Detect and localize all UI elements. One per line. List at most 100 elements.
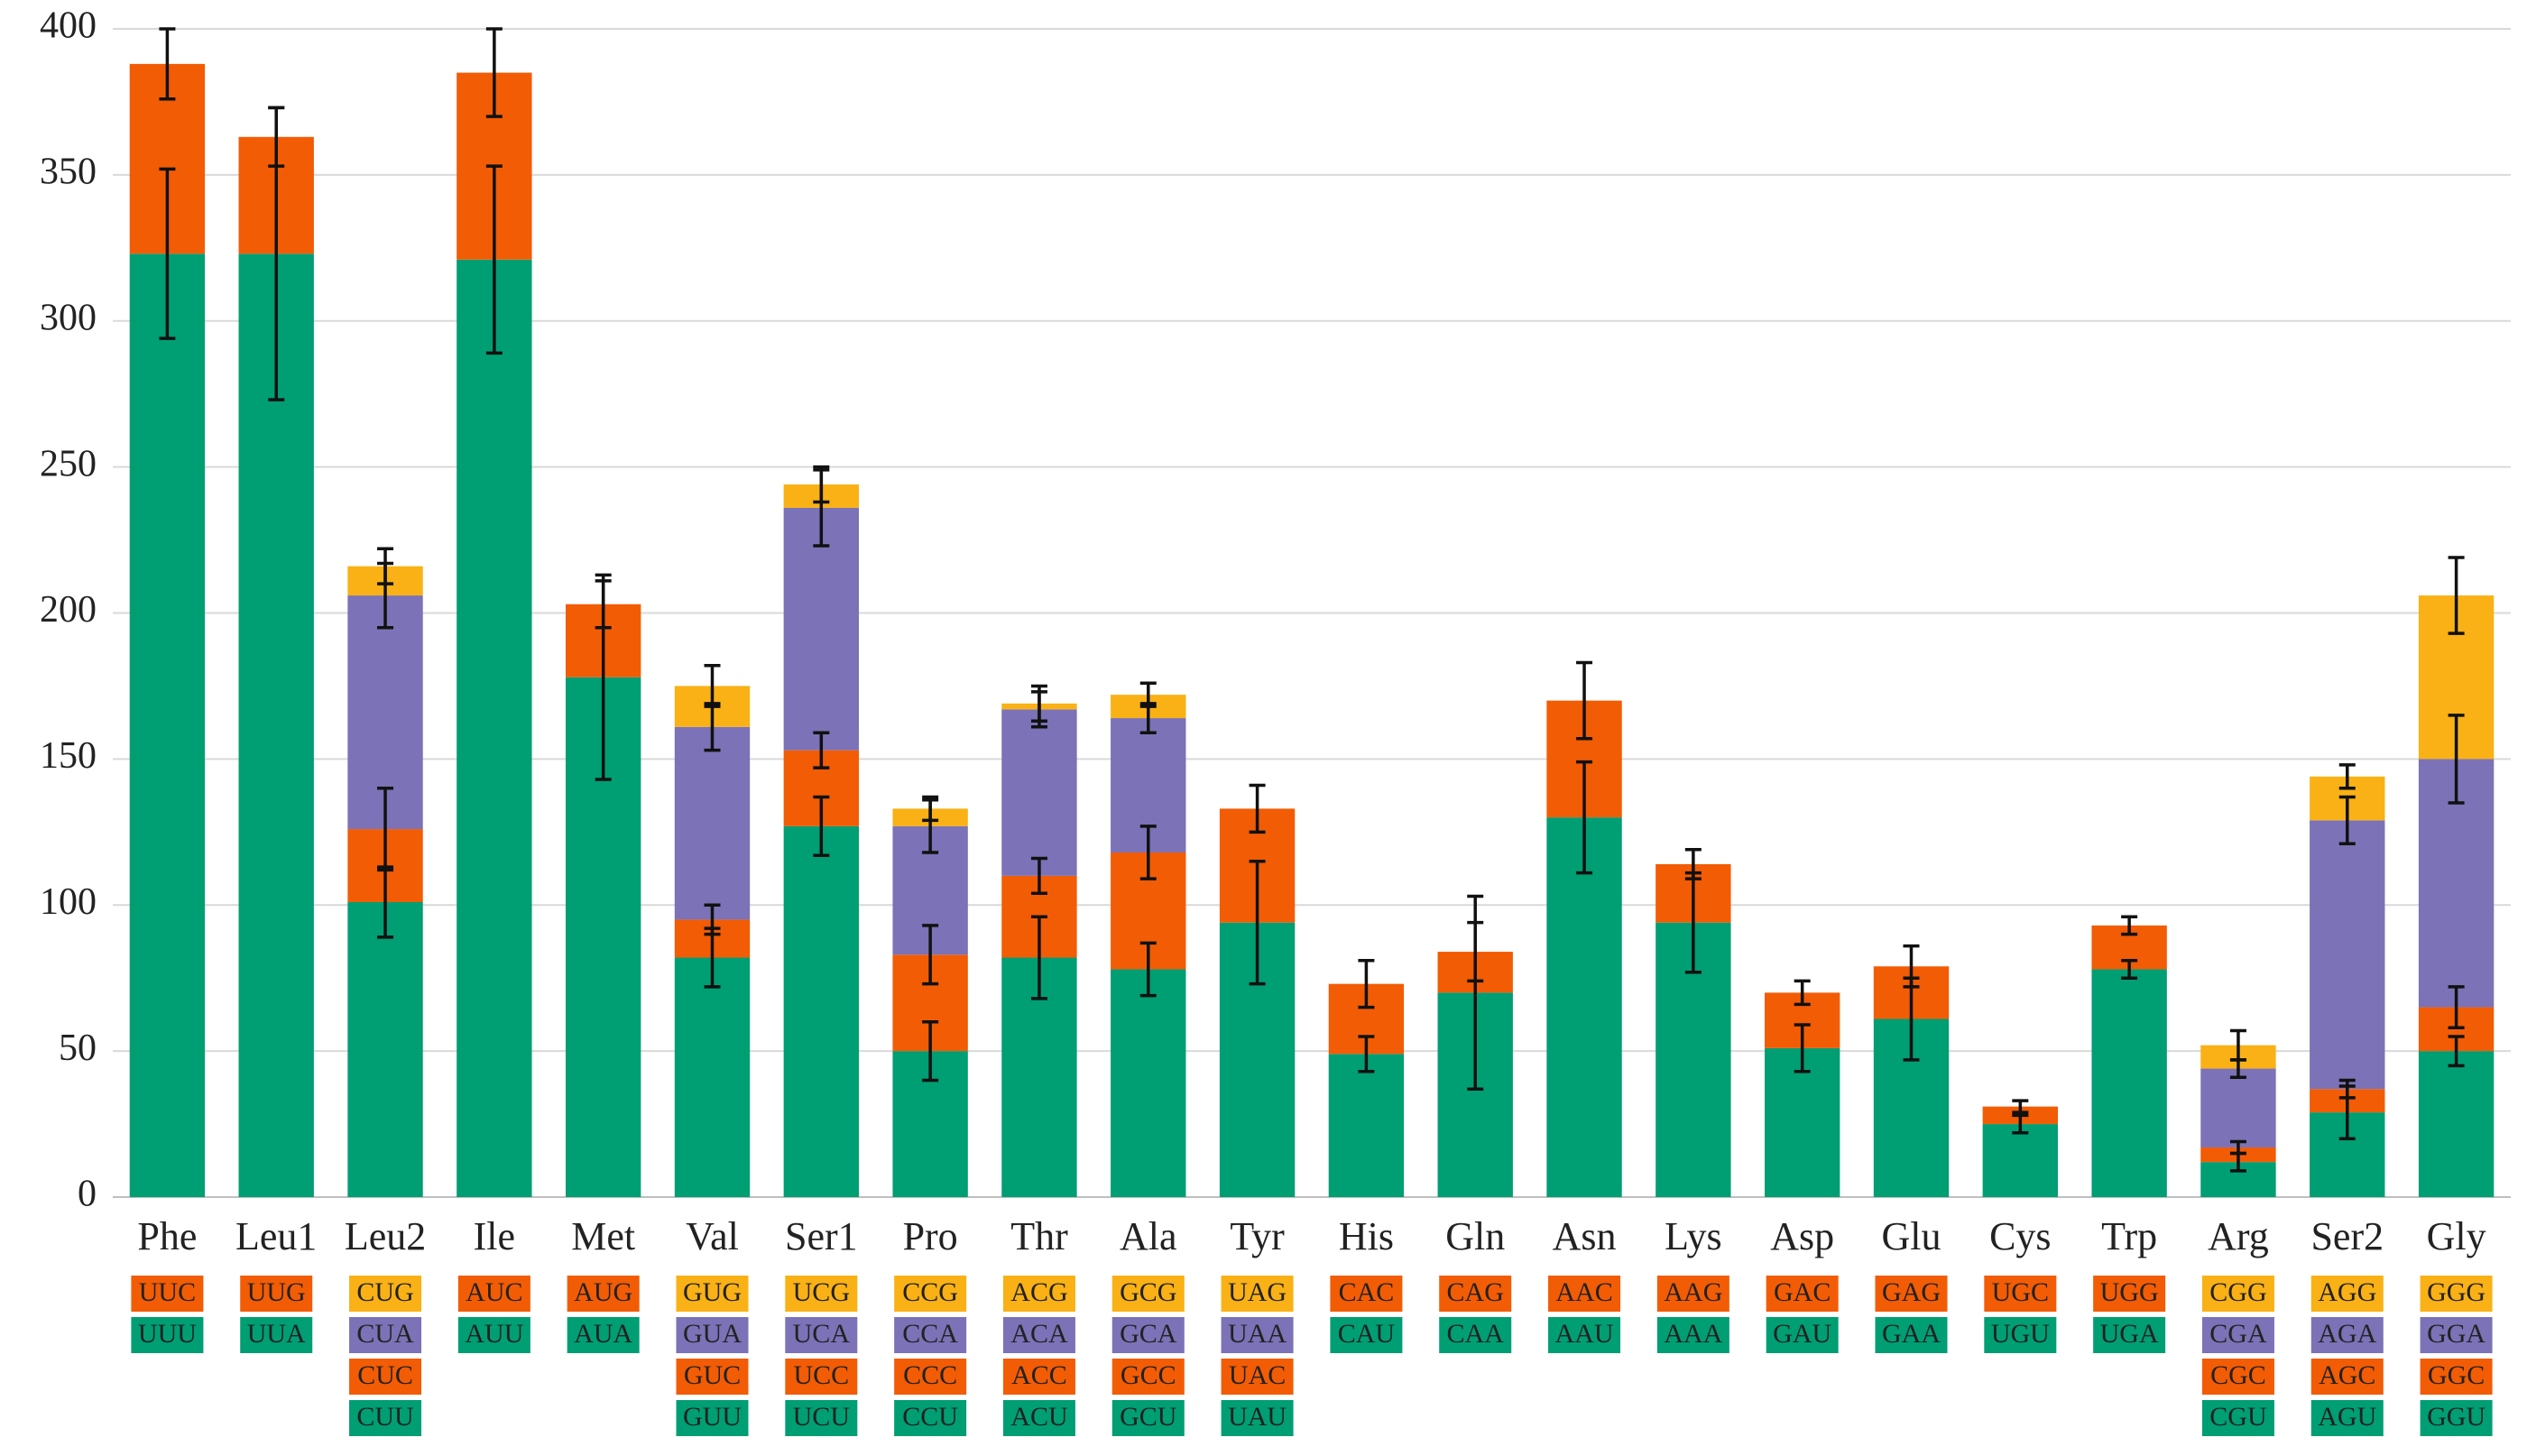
codon-label: CUC <box>357 1360 413 1390</box>
codon-label: UGA <box>2100 1319 2159 1349</box>
error-bar <box>813 731 830 769</box>
codon-box <box>131 1276 204 1312</box>
codon-label: GUU <box>683 1402 742 1432</box>
bar-segment <box>1982 1124 2059 1197</box>
codon-label: CUG <box>356 1277 413 1307</box>
codon-box <box>1439 1317 1512 1353</box>
codon-box <box>1111 1400 1185 1436</box>
bar-segment <box>783 825 860 1197</box>
bar-segment <box>2310 820 2385 1090</box>
x-tick-label: Asn <box>1553 1214 1617 1258</box>
error-bar <box>1030 684 1047 723</box>
codon-label: ACC <box>1011 1360 1067 1390</box>
error-bar <box>2448 985 2465 1029</box>
codon-box <box>676 1317 749 1353</box>
codon-label: CAG <box>1447 1277 1504 1307</box>
bar-segment <box>1111 969 1186 1197</box>
codon-label: CGU <box>2209 1402 2267 1432</box>
error-bar <box>2229 1139 2246 1156</box>
codon-box <box>785 1317 858 1353</box>
x-tick-label: Phe <box>137 1214 197 1258</box>
codon-box <box>457 1276 530 1312</box>
codon-label: GAC <box>1774 1277 1831 1307</box>
error-bar <box>485 27 503 118</box>
x-tick-label: Arg <box>2208 1214 2269 1258</box>
error-bar <box>813 795 830 857</box>
codon-label: ACU <box>1010 1402 1068 1432</box>
error-bar <box>1030 856 1047 896</box>
x-tick-label: Lys <box>1665 1214 1722 1258</box>
codon-box <box>785 1400 858 1436</box>
bar-segment <box>1328 1054 1405 1197</box>
codon-box <box>1002 1317 1075 1353</box>
error-bar <box>1249 859 1266 986</box>
codon-label: GGU <box>2427 1402 2485 1432</box>
codon-box <box>2201 1400 2274 1436</box>
error-bar <box>1684 847 1702 880</box>
error-bar <box>1358 1035 1375 1074</box>
codon-box <box>2093 1276 2166 1312</box>
bar-segment <box>674 957 751 1197</box>
codon-label: UAG <box>1228 1277 1287 1307</box>
error-bar <box>922 795 939 823</box>
error-bar <box>704 903 721 936</box>
codon-label: UUC <box>139 1277 196 1307</box>
codon-box <box>349 1317 422 1353</box>
error-bar <box>2448 1035 2465 1068</box>
codon-box <box>2201 1317 2274 1353</box>
codon-box <box>240 1276 313 1312</box>
codon-box <box>1111 1276 1185 1312</box>
error-bar <box>1794 1023 1811 1074</box>
error-bar <box>2448 714 2465 805</box>
codon-box <box>567 1276 640 1312</box>
x-tick-label: Ser1 <box>785 1214 858 1258</box>
error-bar <box>1139 825 1157 880</box>
codon-label: GGA <box>2427 1319 2485 1349</box>
x-tick-label: Ile <box>474 1214 515 1258</box>
codon-label: GUG <box>683 1277 742 1307</box>
codon-box <box>349 1400 422 1436</box>
codon-box <box>1221 1317 1294 1353</box>
codon-label: GAA <box>1882 1319 1941 1349</box>
codon-box <box>1002 1400 1075 1436</box>
codon-box <box>785 1276 858 1312</box>
codon-label: AGU <box>2318 1402 2376 1432</box>
error-bar <box>1139 681 1157 708</box>
codon-label: GCU <box>1120 1402 1177 1432</box>
error-bar <box>2448 556 2465 635</box>
codon-box <box>349 1276 422 1312</box>
codon-label: CCC <box>903 1360 957 1390</box>
x-tick-label: Cys <box>1989 1214 2051 1258</box>
y-tick-label: 0 <box>78 1174 97 1215</box>
codon-label: GAU <box>1773 1319 1831 1349</box>
codon-label: AAC <box>1555 1277 1612 1307</box>
error-bar <box>1903 944 1920 989</box>
codon-label: AAU <box>1555 1319 1614 1349</box>
x-tick-label: Ser2 <box>2310 1214 2384 1258</box>
codon-label: UUU <box>138 1319 197 1349</box>
codon-label: UUA <box>247 1319 306 1349</box>
codon-label: AUA <box>574 1319 632 1349</box>
codon-box <box>1221 1359 1294 1395</box>
codon-label: UGG <box>2100 1277 2159 1307</box>
codon-label: UCG <box>793 1277 850 1307</box>
codon-label: CGG <box>2209 1277 2266 1307</box>
codon-label: GUC <box>684 1360 741 1390</box>
codon-box <box>1111 1317 1185 1353</box>
y-tick-label: 300 <box>40 297 97 338</box>
error-bar <box>1794 979 1811 1007</box>
codon-box <box>1548 1317 1621 1353</box>
codon-box <box>2420 1317 2493 1353</box>
codon-label: ACG <box>1010 1277 1067 1307</box>
codon-label: CGC <box>2210 1360 2266 1390</box>
x-tick-label: Tyr <box>1230 1214 1285 1258</box>
codon-label: GCG <box>1120 1277 1176 1307</box>
bar-segment <box>2091 969 2167 1197</box>
codon-box <box>2201 1276 2274 1312</box>
x-tick-label: Trp <box>2101 1214 2157 1258</box>
codon-box <box>1984 1317 2057 1353</box>
codon-box <box>2420 1400 2493 1436</box>
codon-label: CCA <box>902 1319 958 1349</box>
codon-box <box>785 1359 858 1395</box>
error-bar <box>159 167 176 340</box>
